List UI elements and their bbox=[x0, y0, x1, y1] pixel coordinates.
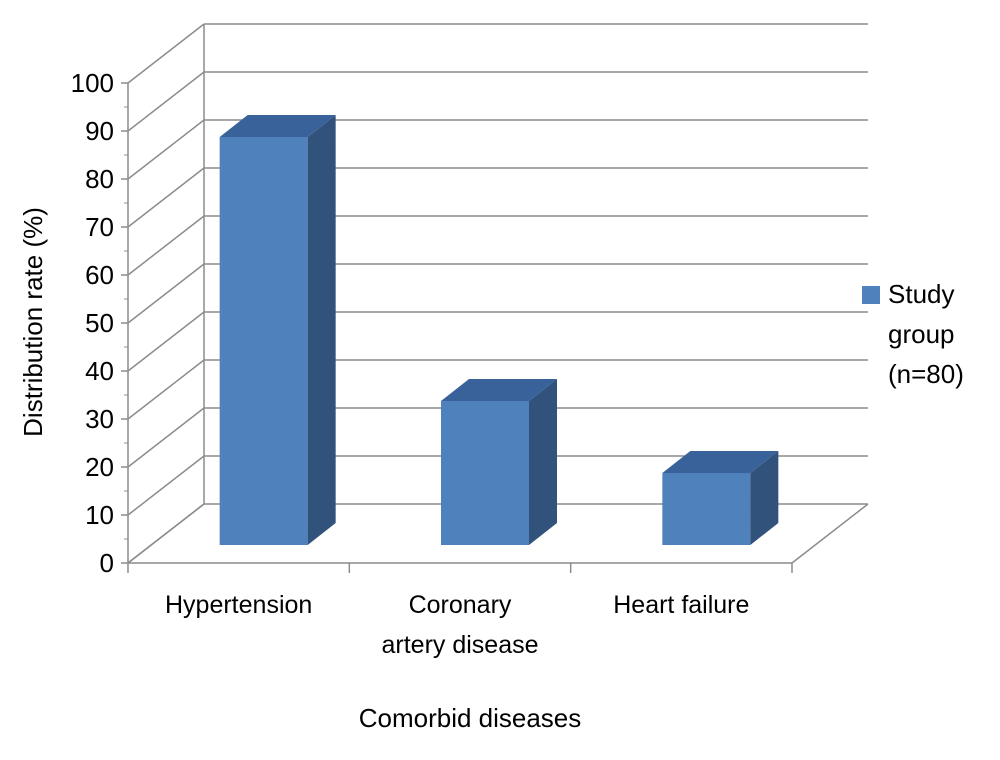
legend-label: Study group (n=80) bbox=[888, 279, 964, 389]
bar-top bbox=[219, 115, 336, 137]
x-category-line: Hypertension bbox=[165, 591, 312, 619]
bar-side bbox=[750, 451, 779, 545]
x-category-line: Coronary bbox=[409, 591, 512, 619]
y-tick-label: 90 bbox=[85, 116, 114, 146]
x-axis-title: Comorbid diseases bbox=[359, 703, 582, 733]
gridline-side-30 bbox=[127, 359, 205, 420]
y-tick-label: 70 bbox=[85, 212, 114, 242]
gridline-side-50 bbox=[127, 263, 205, 324]
y-tick-label: 100 bbox=[71, 68, 114, 98]
bar-side bbox=[307, 115, 336, 545]
gridline-side-10 bbox=[127, 455, 205, 516]
gridline-side-80 bbox=[127, 119, 205, 180]
bar-2 bbox=[441, 379, 557, 545]
y-tick-label: 10 bbox=[85, 500, 114, 530]
legend: Study group (n=80) bbox=[862, 279, 964, 389]
y-tick-label: 50 bbox=[85, 308, 114, 338]
floor-right-edge bbox=[791, 503, 869, 564]
gridline-side-20 bbox=[127, 407, 205, 468]
bar-front bbox=[441, 401, 529, 545]
gridline-side-40 bbox=[127, 311, 205, 372]
x-category-label: Heart failure bbox=[613, 591, 749, 619]
gridline-side-0 bbox=[127, 503, 205, 564]
legend-swatch bbox=[862, 286, 880, 304]
bar-3 bbox=[662, 451, 779, 545]
gridline-side-90 bbox=[127, 71, 205, 132]
legend-label-line: group bbox=[888, 319, 955, 349]
y-tick-labels: 0 10 20 30 40 50 60 70 80 90 100 bbox=[71, 68, 114, 578]
gridline-side-60 bbox=[127, 215, 205, 276]
gridline-side-100 bbox=[127, 23, 205, 84]
gridline-side-70 bbox=[127, 167, 205, 228]
legend-label-line: Study bbox=[888, 279, 955, 309]
bars bbox=[219, 115, 779, 545]
axes bbox=[121, 82, 793, 573]
bar-front bbox=[662, 473, 751, 545]
x-category-label: Hypertension bbox=[165, 591, 312, 619]
bar-front bbox=[219, 137, 308, 545]
y-tick-label: 20 bbox=[85, 452, 114, 482]
bar-top bbox=[441, 379, 557, 401]
x-category-line: artery disease bbox=[381, 631, 538, 659]
y-tick-label: 60 bbox=[85, 260, 114, 290]
bar-top bbox=[662, 451, 779, 473]
x-category-line: Heart failure bbox=[613, 591, 749, 619]
x-category-label: Coronary artery disease bbox=[381, 591, 538, 659]
x-category-labels: Hypertension Coronary artery disease Heart … bbox=[165, 591, 749, 659]
bar-1 bbox=[219, 115, 336, 545]
y-tick-label: 80 bbox=[85, 164, 114, 194]
legend-label-line: (n=80) bbox=[888, 359, 964, 389]
y-axis-title: Distribution rate (%) bbox=[18, 207, 48, 437]
y-tick-label: 0 bbox=[100, 548, 114, 578]
y-tick-label: 40 bbox=[85, 356, 114, 386]
y-tick-label: 30 bbox=[85, 404, 114, 434]
bar-side bbox=[529, 379, 557, 545]
